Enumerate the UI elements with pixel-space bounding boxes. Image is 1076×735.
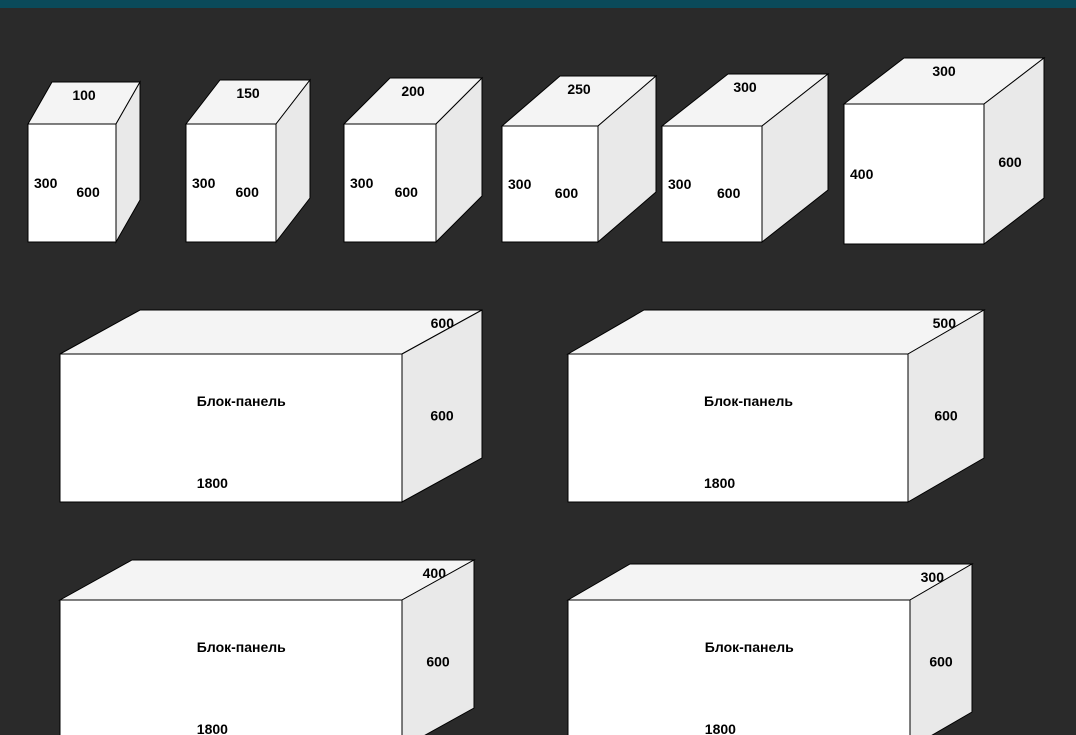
dim-top: 150 xyxy=(236,85,260,101)
panel-title: Блок-панель xyxy=(705,639,794,655)
dim-height: 300 xyxy=(192,175,216,191)
panel-title: Блок-панель xyxy=(197,639,286,655)
dim-top: 300 xyxy=(921,569,945,585)
face-front xyxy=(568,600,910,735)
dim-depth: 600 xyxy=(236,184,260,200)
dim-top: 250 xyxy=(567,81,591,97)
dim-length: 1800 xyxy=(197,475,228,491)
face-front xyxy=(568,354,908,502)
panel-title: Блок-панель xyxy=(197,393,286,409)
block-p400: 400 600 Блок-панель 1800 xyxy=(60,560,474,735)
dim-top: 500 xyxy=(933,315,957,331)
block-size-diagram: 1003006001503006002003006002503006003003… xyxy=(0,8,1076,735)
dim-depth: 600 xyxy=(555,185,579,201)
dim-length: 1800 xyxy=(197,721,228,735)
block-b300x400: 300 400 600 xyxy=(844,58,1044,244)
block-b200: 200 300 600 xyxy=(344,78,482,242)
block-p300: 300 600 Блок-панель 1800 xyxy=(568,564,972,735)
dim-top: 400 xyxy=(423,565,447,581)
dim-top: 100 xyxy=(72,87,96,103)
block-b300: 300 300 600 xyxy=(662,74,828,242)
dim-height: 400 xyxy=(850,166,874,182)
block-p500: 500 600 Блок-панель 1800 xyxy=(568,310,984,502)
face-front xyxy=(60,600,402,735)
face-top xyxy=(568,564,972,600)
dim-top: 600 xyxy=(431,315,455,331)
dim-top: 200 xyxy=(401,83,425,99)
dim-depth: 600 xyxy=(998,154,1022,170)
dim-top: 300 xyxy=(932,63,956,79)
dim-height: 300 xyxy=(34,175,58,191)
dim-side: 600 xyxy=(929,654,953,670)
dim-depth: 600 xyxy=(717,185,741,201)
dim-length: 1800 xyxy=(705,721,736,735)
face-front xyxy=(60,354,402,502)
dim-length: 1800 xyxy=(704,475,735,491)
dim-side: 600 xyxy=(934,408,958,424)
dim-depth: 600 xyxy=(76,184,100,200)
block-b150: 150 300 600 xyxy=(186,80,310,242)
dim-height: 300 xyxy=(668,176,692,192)
block-b250: 250 300 600 xyxy=(502,76,656,242)
panel-title: Блок-панель xyxy=(704,393,793,409)
dim-top: 300 xyxy=(733,79,757,95)
block-b100: 100 300 600 xyxy=(28,82,140,242)
block-p600: 600 600 Блок-панель 1800 xyxy=(60,310,482,502)
dim-side: 600 xyxy=(426,654,450,670)
dim-height: 300 xyxy=(350,175,374,191)
dim-height: 300 xyxy=(508,176,532,192)
dim-depth: 600 xyxy=(395,184,419,200)
dim-side: 600 xyxy=(430,408,454,424)
